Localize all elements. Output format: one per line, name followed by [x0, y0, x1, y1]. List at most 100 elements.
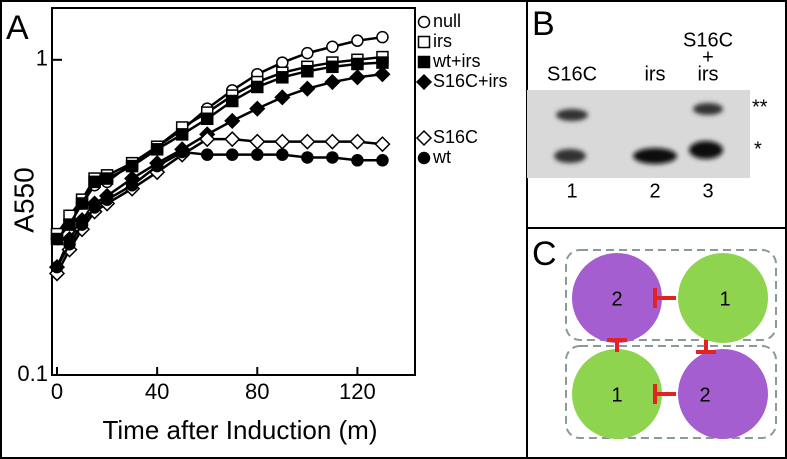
series-line: [56, 61, 383, 240]
node: [678, 253, 768, 343]
x-tick-label: 40: [145, 379, 169, 404]
lane-number: 1: [566, 180, 577, 202]
marker: [150, 143, 164, 156]
group-box: [565, 345, 777, 439]
marker: [125, 159, 139, 173]
marker: [224, 131, 241, 148]
lane-label: S16C: [547, 63, 597, 85]
marker: [225, 94, 239, 108]
marker: [299, 133, 316, 150]
series-line: [55, 55, 383, 235]
lane-number: 3: [702, 180, 713, 202]
band-label: **: [752, 96, 768, 118]
marker: [200, 112, 214, 126]
node-label: 2: [611, 288, 622, 310]
marker: [349, 133, 366, 150]
marker: [199, 131, 216, 148]
gel-bands: [554, 103, 723, 164]
node: [572, 253, 662, 343]
plot-frame: [51, 7, 416, 376]
node-label: 1: [611, 384, 622, 406]
lane-label: irs: [697, 63, 718, 85]
series-line: [55, 137, 383, 275]
y-tick-label: 1: [36, 46, 48, 71]
panel-label: B: [532, 5, 555, 43]
marker: [75, 218, 89, 231]
lane-label: irs: [644, 63, 665, 85]
x-tick-label: 120: [339, 379, 376, 404]
marker: [200, 148, 214, 161]
lane-label: S16C: [683, 29, 733, 51]
legend-marker: [417, 55, 431, 69]
y-axis-label: A550: [8, 167, 39, 232]
legend-label: S16C: [433, 127, 478, 147]
legend-marker: [417, 35, 431, 49]
marker: [63, 218, 76, 231]
node-label: 2: [699, 384, 710, 406]
series-line: [55, 150, 383, 268]
panel-label: A: [6, 9, 29, 47]
marker: [324, 73, 341, 91]
marker: [351, 154, 364, 167]
x-axis-label: Time after Induction (m): [102, 415, 377, 445]
marker: [125, 178, 139, 192]
legend-marker: [415, 73, 433, 91]
marker: [349, 69, 366, 86]
marker: [376, 30, 389, 44]
marker: [324, 133, 341, 150]
marker: [351, 34, 364, 47]
lane-number: 2: [649, 180, 660, 202]
gel-image: [527, 90, 750, 178]
group-box: [565, 249, 777, 341]
marker: [274, 133, 291, 150]
marker: [175, 128, 189, 141]
marker: [374, 66, 391, 83]
marker: [175, 145, 189, 159]
marker: [225, 148, 239, 161]
marker: [299, 80, 316, 97]
legend-label: null: [433, 11, 461, 31]
marker: [301, 64, 314, 78]
y-tick-label: 0.1: [17, 361, 48, 386]
marker: [351, 57, 364, 71]
marker: [301, 46, 314, 60]
marker: [326, 40, 339, 54]
band-label: *: [754, 138, 762, 160]
marker: [326, 60, 339, 74]
marker: [276, 56, 289, 69]
lane-label: +: [702, 46, 714, 68]
marker: [50, 232, 64, 246]
x-tick-label: 80: [245, 379, 269, 404]
marker: [100, 193, 114, 206]
legend-marker: [417, 15, 431, 29]
node: [678, 349, 768, 439]
legend-label: wt: [432, 147, 451, 167]
marker: [50, 260, 64, 274]
legend-label: S16C+irs: [433, 71, 508, 91]
inhibition-arrows: [607, 288, 716, 404]
marker: [301, 151, 314, 164]
marker: [224, 112, 241, 129]
diagram: 2 1 1 2: [565, 249, 777, 439]
marker: [326, 151, 339, 164]
marker: [276, 148, 289, 161]
marker: [376, 154, 389, 167]
marker: [249, 100, 266, 117]
marker: [88, 201, 101, 214]
legend-label: irs: [433, 31, 452, 51]
marker: [88, 175, 101, 189]
legend-marker: [417, 151, 431, 165]
marker: [150, 159, 164, 173]
panel-label: C: [532, 235, 557, 273]
marker: [100, 172, 114, 185]
marker: [249, 133, 266, 150]
legend-label: wt+irs: [432, 51, 481, 71]
marker: [276, 71, 289, 84]
marker: [274, 89, 291, 106]
marker: [63, 237, 76, 251]
node: [572, 349, 662, 439]
marker: [251, 148, 264, 161]
marker: [374, 136, 391, 153]
